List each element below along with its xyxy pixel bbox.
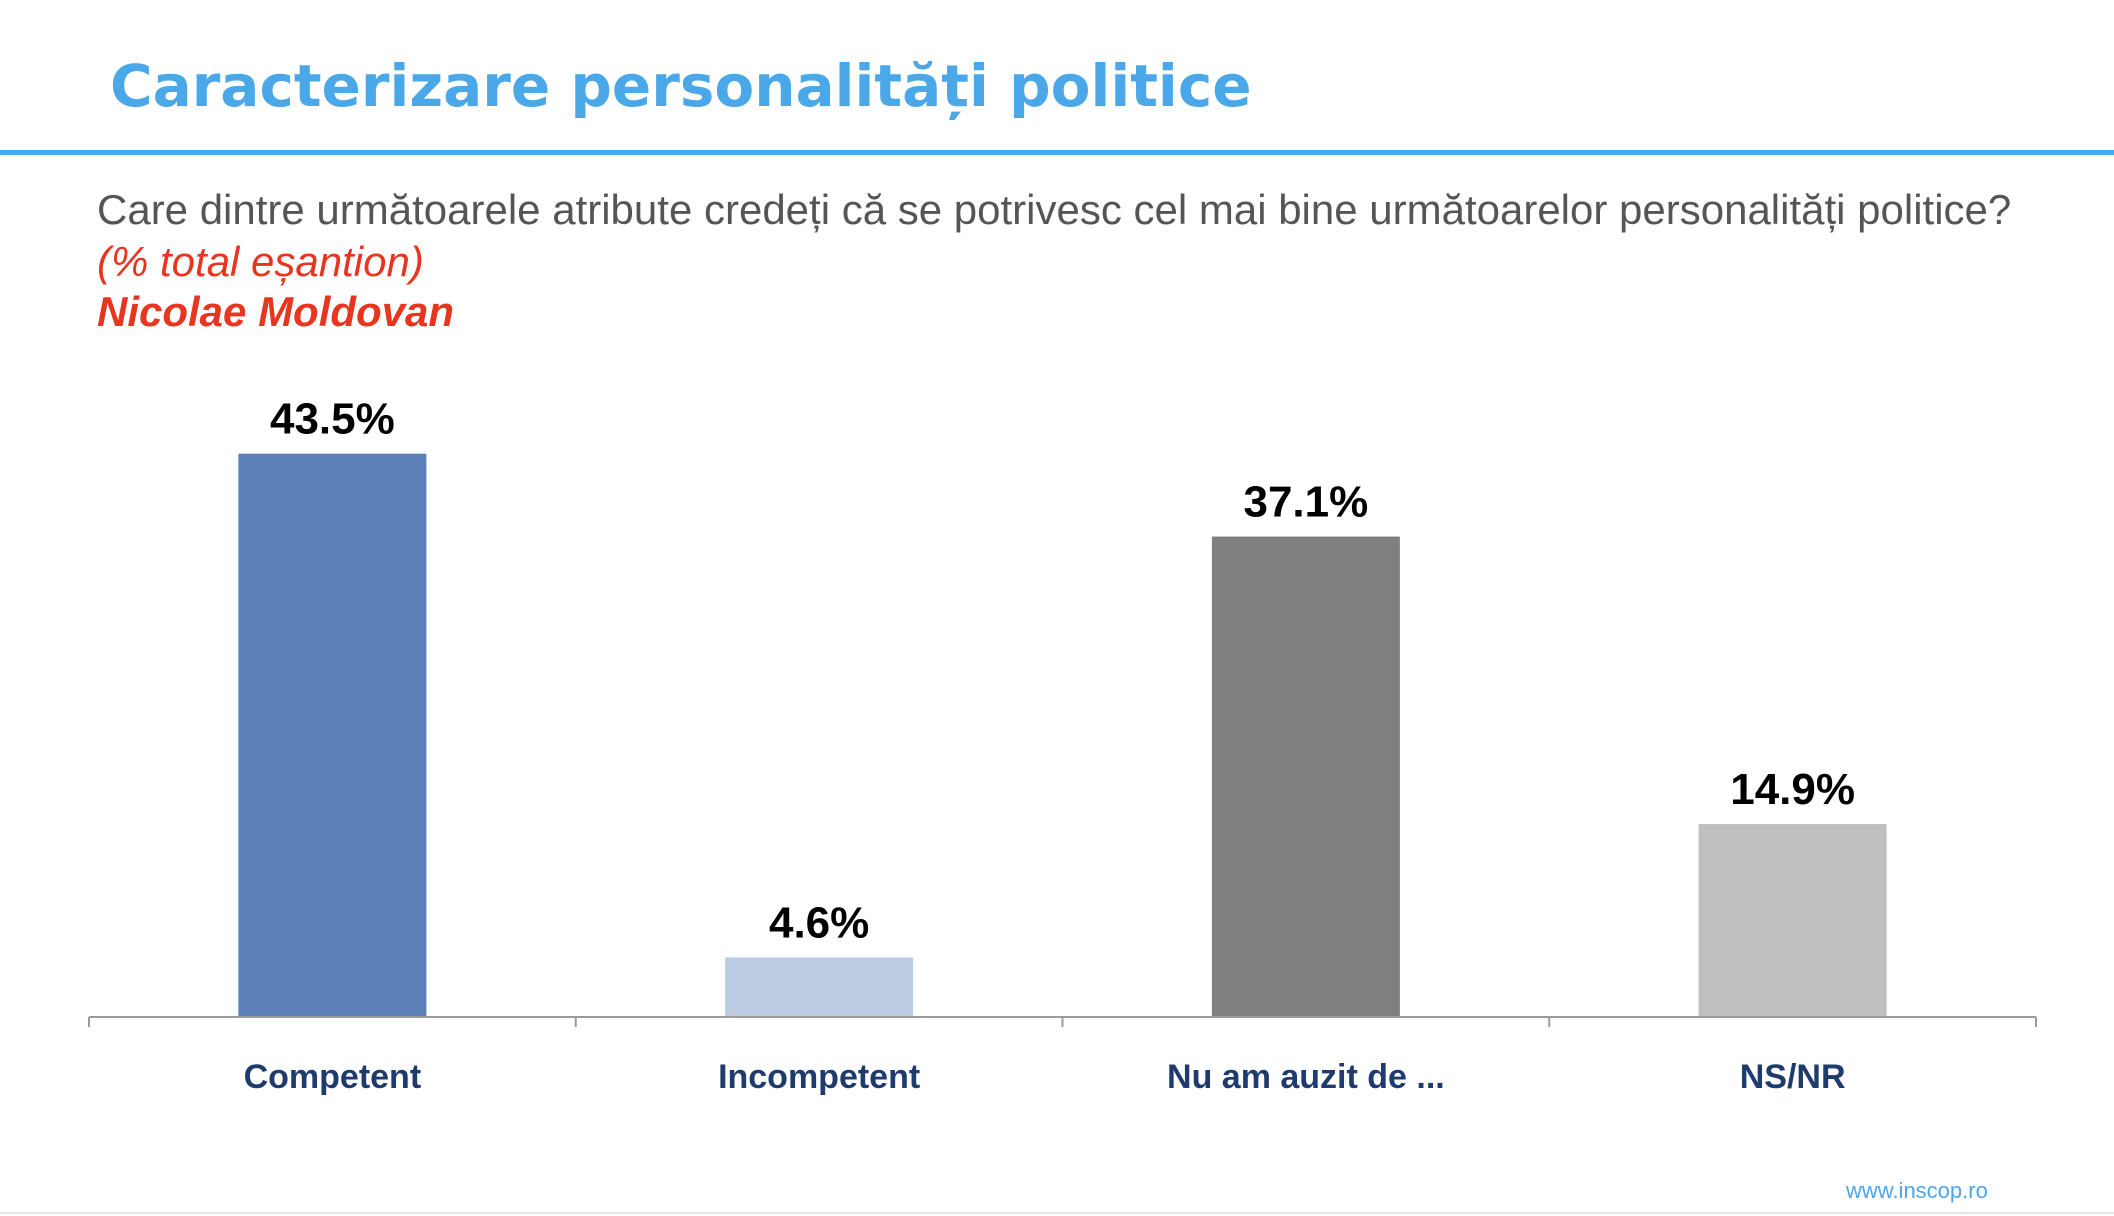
data-label: 4.6% (769, 898, 869, 947)
bar (238, 453, 427, 1017)
footer-url[interactable]: www.inscop.ro (1846, 1178, 1988, 1203)
x-axis (88, 1016, 2037, 1027)
sample-note: (% total eșantion) (97, 238, 424, 285)
survey-question: Care dintre următoarele atribute credeți… (97, 186, 2012, 233)
bar (725, 957, 914, 1017)
data-label: 14.9% (1730, 765, 1855, 814)
bar (1211, 536, 1400, 1017)
data-label: 43.5% (270, 395, 395, 444)
labels: 43.5% Competent 4.6% Incompetent 37.1% Nu am … (244, 395, 1855, 1096)
bar (1698, 824, 1887, 1017)
category-label: NS/NR (1740, 1058, 1846, 1096)
data-label: 37.1% (1243, 478, 1368, 527)
title-divider (0, 150, 2114, 155)
bars (238, 453, 1887, 1017)
footer-divider (0, 1212, 2114, 1214)
category-label: Incompetent (718, 1058, 920, 1096)
category-label: Competent (244, 1058, 422, 1096)
slide-title: Caracterizare personalități politice (110, 52, 1252, 120)
category-label: Nu am auzit de ... (1167, 1058, 1445, 1096)
person-name: Nicolae Moldovan (97, 288, 455, 335)
